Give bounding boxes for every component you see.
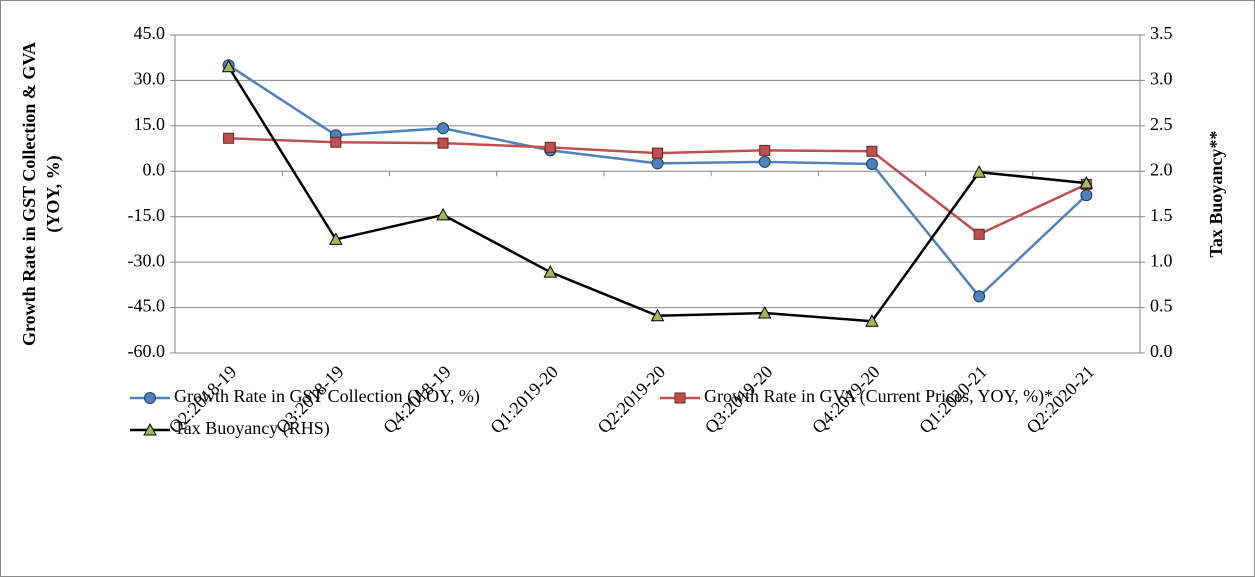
point xyxy=(144,392,156,404)
y-axis-title: Growth Rate in GST Collection & GVA (YOY,… xyxy=(19,42,64,346)
y-tick-label: 45.0 xyxy=(134,23,166,43)
point xyxy=(1080,189,1093,202)
point xyxy=(972,165,987,178)
point xyxy=(865,314,879,327)
point xyxy=(328,232,343,245)
point xyxy=(544,141,556,153)
point xyxy=(757,305,772,319)
y-tick-label: 30.0 xyxy=(134,69,166,89)
y-tick-label: 0.0 xyxy=(143,159,166,179)
point xyxy=(652,147,663,159)
point xyxy=(543,265,558,278)
y2-tick-label: 3.0 xyxy=(1150,69,1173,89)
point xyxy=(865,158,878,171)
point xyxy=(866,145,878,157)
y2-tick-label: 2.0 xyxy=(1150,159,1173,179)
point xyxy=(973,290,986,303)
point xyxy=(437,137,449,149)
y-tick-label: -30.0 xyxy=(128,250,166,270)
legend-label: Growth Rate in GVA (Current Prices, YOY,… xyxy=(704,386,1053,407)
y2-tick-label: 0.5 xyxy=(1150,296,1173,316)
legend-label: Growth Rate in GST Collection (YOY, %) xyxy=(174,386,480,407)
point xyxy=(674,392,686,404)
point xyxy=(650,308,665,322)
point xyxy=(973,228,985,240)
y-axis-title-line: (YOY, %) xyxy=(43,155,64,232)
y-tick-label: 15.0 xyxy=(134,114,166,134)
point xyxy=(221,59,236,73)
y-tick-label: -15.0 xyxy=(128,205,166,225)
y-axis-title-line: Growth Rate in GST Collection & GVA xyxy=(19,42,39,346)
y-tick-label: -45.0 xyxy=(128,296,166,316)
point xyxy=(223,132,235,144)
point xyxy=(330,136,342,148)
point xyxy=(436,207,450,221)
y2-tick-label: 3.5 xyxy=(1150,23,1173,43)
point xyxy=(759,144,771,156)
point xyxy=(1079,176,1094,189)
point xyxy=(758,155,771,168)
legend-label: Tax Buoyancy (RHS) xyxy=(174,418,330,439)
point xyxy=(143,422,157,436)
y2-tick-label: 1.5 xyxy=(1150,205,1173,225)
point xyxy=(437,122,450,135)
y-tick-label: -60.0 xyxy=(128,341,166,361)
y2-tick-label: 1.0 xyxy=(1150,250,1173,270)
y2-tick-label: 0.0 xyxy=(1150,341,1173,361)
point xyxy=(651,157,664,170)
y2-tick-label: 2.5 xyxy=(1150,114,1173,134)
y2-axis-title: Tax Buoyancy** xyxy=(1206,131,1226,258)
